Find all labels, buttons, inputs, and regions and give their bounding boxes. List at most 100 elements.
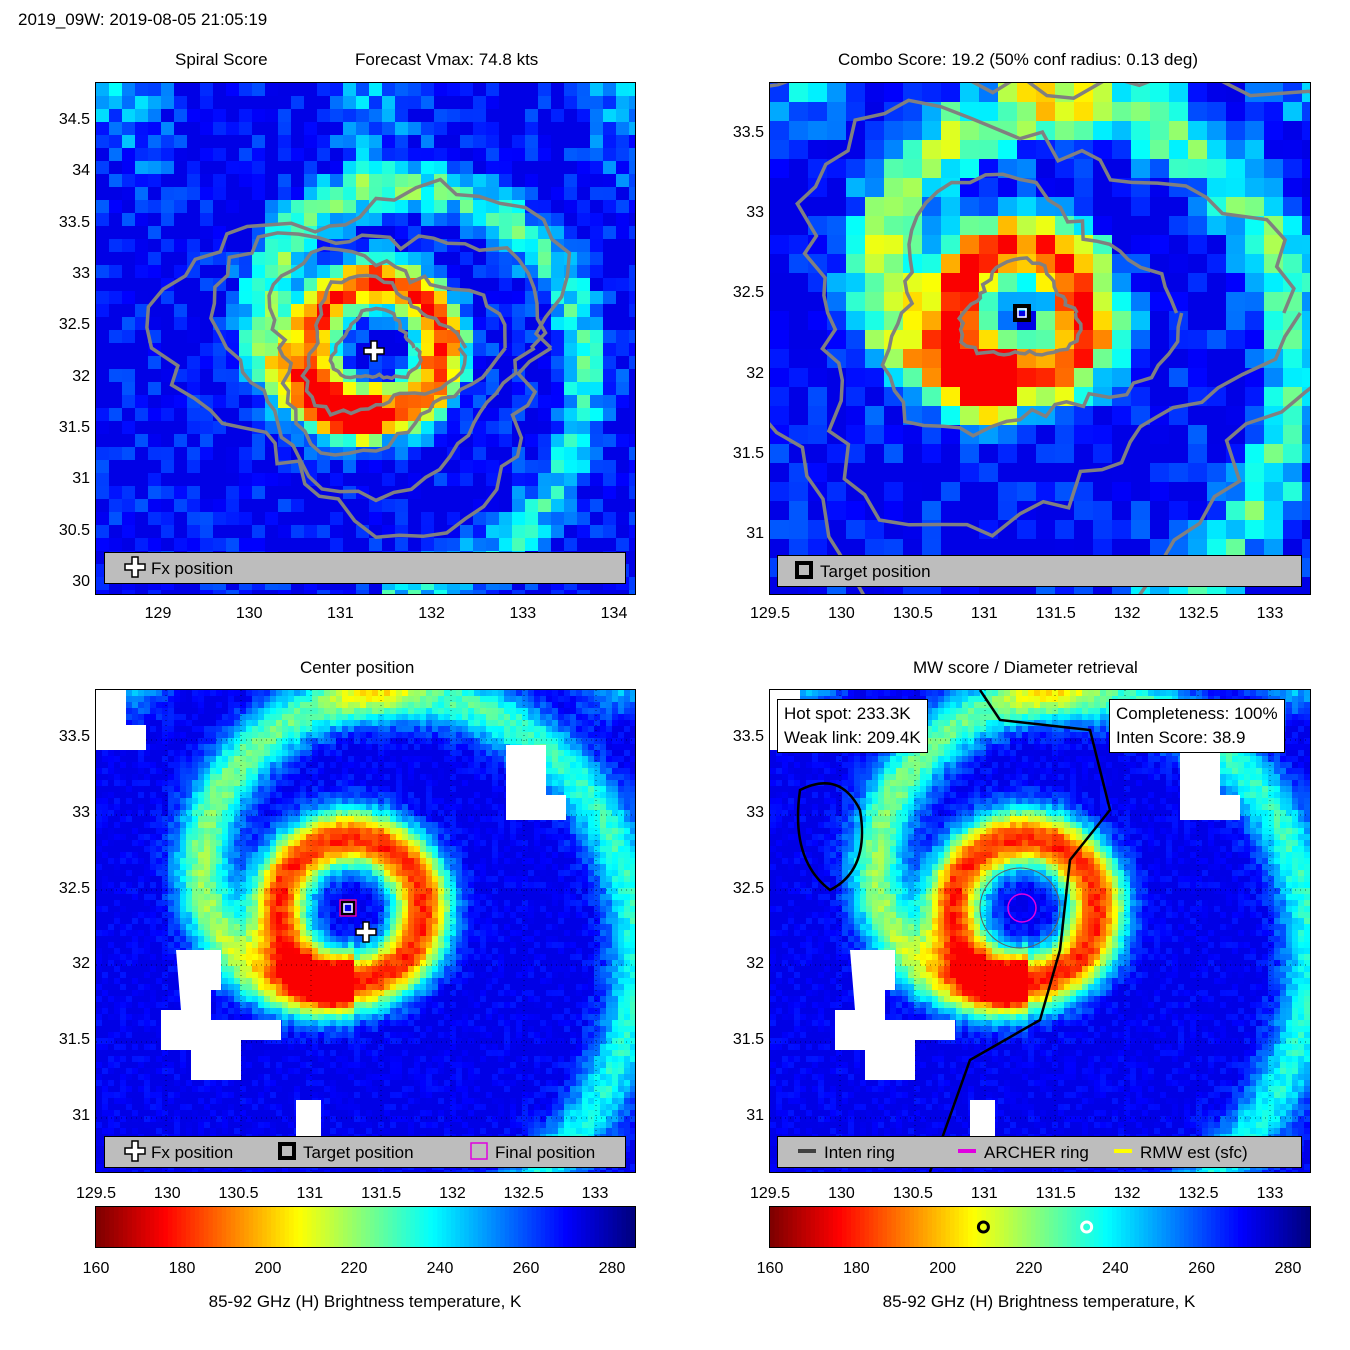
y-tick-label: 32.5 [732, 284, 764, 302]
x-tick-label: 131.5 [1035, 605, 1076, 622]
x-tick-label: 130.5 [218, 1185, 259, 1202]
x-tick-label: 131 [970, 1185, 998, 1202]
legend-label: Fx position [151, 1143, 234, 1162]
x-tick-label: 131 [327, 605, 354, 622]
y-tick-label: 33 [746, 803, 764, 821]
x-tick-label: 200 [254, 1260, 282, 1277]
square-icon [792, 558, 816, 587]
fx-position-marker [355, 921, 377, 943]
colorbar-left [95, 1206, 636, 1248]
x-tick-label: 132 [439, 1185, 466, 1202]
x-tick-label: 130 [828, 1185, 855, 1202]
colorbar-right-label: 85-92 GHz (H) Brightness temperature, K [882, 1292, 1196, 1311]
y-tick-label: 33.5 [732, 728, 764, 745]
x-tick-label: 133 [1256, 1185, 1284, 1202]
yellow-line-icon [1112, 1139, 1136, 1168]
spiral-vmax: Forecast Vmax: 74.8 kts [355, 50, 539, 69]
y-tick-label: 31 [72, 1107, 90, 1124]
combo-score-plot [769, 82, 1311, 595]
x-tick-label: 134 [600, 605, 628, 622]
plus-icon [123, 1139, 147, 1168]
y-tick-label: 33.5 [58, 213, 90, 231]
legend-label: Fx position [151, 559, 234, 578]
y-tick-label: 33 [72, 803, 90, 821]
legend-label: Inten ring [824, 1143, 895, 1162]
x-tick-label: 130.5 [892, 605, 933, 622]
y-tick-label: 32 [746, 364, 764, 382]
x-tick-label: 160 [756, 1260, 784, 1277]
y-tick-label: 31.5 [732, 1031, 764, 1049]
x-tick-label: 240 [426, 1260, 454, 1277]
y-tick-label: 31.5 [732, 444, 764, 462]
y-tick-label: 34.5 [58, 111, 90, 128]
y-tick-label: 30 [72, 573, 90, 590]
x-tick-label: 131 [296, 1185, 324, 1202]
y-tick-label: 32 [746, 955, 764, 973]
x-tick-label: 131.5 [1035, 1185, 1076, 1202]
center-title: Center position [300, 658, 415, 677]
final-position-marker [339, 899, 357, 917]
y-tick-label: 32.5 [58, 316, 90, 334]
colorbar-marker [1080, 1220, 1094, 1234]
y-tick-label: 30.5 [58, 521, 90, 539]
legend-label: Final position [495, 1143, 596, 1162]
mw-title: MW score / Diameter retrieval [913, 658, 1138, 677]
figure-title: 2019_09W: 2019-08-05 21:05:19 [18, 10, 268, 29]
y-tick-label: 32.5 [58, 879, 90, 897]
combo-title: Combo Score: 19.2 (50% conf radius: 0.13… [838, 50, 1199, 69]
magenta-line-icon [956, 1139, 980, 1168]
x-tick-label: 132 [1113, 1185, 1141, 1202]
x-tick-label: 280 [1274, 1260, 1302, 1277]
x-tick-label: 133 [1256, 605, 1284, 622]
hot-spot-info: Hot spot: 233.3K Weak link: 209.4K [777, 699, 928, 753]
target-position-marker [1013, 304, 1031, 322]
y-tick-label: 31 [72, 470, 90, 488]
x-tick-label: 260 [512, 1260, 540, 1277]
x-tick-label: 130 [235, 605, 263, 622]
x-tick-label: 132 [418, 605, 445, 622]
x-tick-label: 130 [828, 605, 855, 622]
spiral-score-plot [95, 82, 636, 595]
legend: Fx position [104, 552, 626, 584]
square-icon [275, 1139, 299, 1168]
x-tick-label: 129 [144, 605, 172, 622]
x-tick-label: 132.5 [1178, 605, 1219, 622]
completeness-info: Completeness: 100% Inten Score: 38.9 [1109, 699, 1285, 753]
y-tick-label: 32.5 [732, 879, 764, 897]
legend-label: ARCHER ring [984, 1143, 1089, 1162]
x-tick-label: 240 [1101, 1260, 1129, 1277]
x-tick-label: 130 [153, 1185, 181, 1202]
x-tick-label: 133 [509, 605, 537, 622]
x-tick-label: 200 [929, 1260, 956, 1277]
colorbar-left-label: 85-92 GHz (H) Brightness temperature, K [208, 1292, 522, 1311]
y-tick-label: 33.5 [58, 728, 90, 745]
mw-score-plot [769, 689, 1311, 1173]
y-tick-label: 31.5 [58, 419, 90, 436]
colorbar-right [769, 1206, 1311, 1248]
x-tick-label: 132.5 [503, 1185, 544, 1202]
legend-label: RMW est (sfc) [1140, 1143, 1248, 1162]
target-position-marker [339, 899, 357, 917]
x-tick-label: 133 [581, 1185, 609, 1202]
x-tick-label: 220 [1015, 1260, 1043, 1277]
legend: Fx position Target position Final position [104, 1136, 626, 1168]
y-tick-label: 31 [746, 1107, 764, 1124]
y-tick-label: 33 [746, 204, 764, 222]
magenta-square-icon [467, 1139, 491, 1168]
x-tick-label: 129.5 [75, 1185, 117, 1202]
y-tick-label: 34 [72, 162, 90, 180]
fx-position-marker [363, 340, 385, 362]
center-position-plot [95, 689, 636, 1173]
legend-label: Target position [303, 1143, 414, 1162]
y-tick-label: 32 [72, 367, 90, 385]
y-tick-label: 33.5 [732, 124, 764, 141]
gray-line-icon [796, 1139, 820, 1168]
x-tick-label: 129.5 [749, 605, 791, 622]
y-tick-label: 32 [72, 955, 90, 973]
x-tick-label: 131.5 [361, 1185, 402, 1202]
colorbar-marker [976, 1220, 990, 1234]
y-tick-label: 31 [746, 525, 764, 542]
x-tick-label: 280 [598, 1260, 626, 1277]
x-tick-label: 132.5 [1178, 1185, 1219, 1202]
x-tick-label: 129.5 [749, 1185, 791, 1202]
